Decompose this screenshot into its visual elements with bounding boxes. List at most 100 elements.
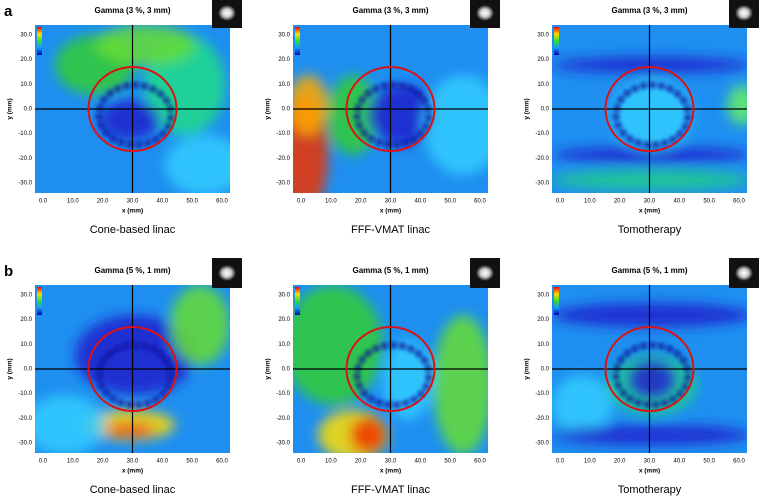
x-tick-label: 50.0 [444, 199, 456, 205]
x-tick-label: 10.0 [325, 459, 337, 465]
target-circle [87, 66, 178, 152]
panel-caption: Cone-based linac [90, 484, 176, 496]
y-tick-label: 10.0 [278, 82, 290, 88]
y-tick-label: 20.0 [20, 57, 32, 63]
heatmap [293, 285, 488, 453]
heatmap-detail [96, 342, 174, 408]
y-tick-label: -30.0 [276, 441, 290, 447]
blob [293, 75, 328, 135]
heatmap-detail [613, 82, 691, 148]
y-tick-label: 10.0 [537, 82, 549, 88]
panel-caption: Tomotherapy [618, 484, 682, 496]
panel-title: Gamma (5 %, 1 mm) [352, 266, 428, 275]
blob [293, 285, 383, 405]
x-tick-label: 30.0 [385, 199, 397, 205]
heatmap-blobs [552, 57, 747, 190]
heatmap-detail [96, 82, 174, 148]
heatmap-detail [613, 342, 691, 408]
blob [552, 425, 747, 445]
x-tick-label: 20.0 [355, 459, 367, 465]
panel-caption: FFF-VMAT linac [351, 484, 431, 496]
x-tick-label: 0.0 [556, 199, 565, 205]
y-tick-label: -30.0 [535, 441, 549, 447]
y-tick-label: -10.0 [535, 131, 549, 137]
y-tick-label: -30.0 [18, 441, 32, 447]
x-tick-label: 0.0 [39, 459, 48, 465]
gamma-map-panel: Gamma (5 %, 1 mm) 0.0 10.0 20.0 30.0 40.0 50.0… [524, 258, 759, 496]
x-tick-label: 20.0 [97, 459, 109, 465]
x-tick-label: 10.0 [584, 199, 596, 205]
y-tick-label: 30.0 [537, 293, 549, 299]
panel-caption: Tomotherapy [618, 224, 682, 236]
gamma-map-panel: Gamma (3 %, 3 mm) 0.0 10.0 20.0 30.0 40.0 50.0… [7, 0, 242, 236]
y-tick-label: 0.0 [24, 367, 33, 373]
x-tick-label: 30.0 [127, 199, 139, 205]
y-tick-label: 30.0 [20, 293, 32, 299]
y-axis-label: y (mm) [524, 98, 531, 119]
y-tick-label: 10.0 [278, 342, 290, 348]
y-tick-label: -20.0 [276, 416, 290, 422]
blob [433, 315, 488, 453]
heatmap-detail [354, 342, 432, 408]
x-tick-label: 10.0 [67, 459, 79, 465]
x-tick-label: 10.0 [67, 199, 79, 205]
gamma-map-panel: Gamma (5 %, 1 mm) 0.0 10.0 20.0 30.0 40.0 50.0… [265, 258, 500, 496]
y-tick-label: 20.0 [278, 57, 290, 63]
y-tick-label: 0.0 [24, 107, 33, 113]
x-tick-label: 20.0 [614, 199, 626, 205]
y-tick-label: -30.0 [18, 181, 32, 187]
x-tick-label: 20.0 [355, 199, 367, 205]
blob [627, 360, 677, 400]
x-axis-label: x (mm) [122, 468, 143, 475]
y-axis-label: y (mm) [7, 98, 14, 119]
y-tick-label: 0.0 [541, 107, 550, 113]
heatmap-detail [354, 82, 432, 148]
y-tick-label: -10.0 [535, 391, 549, 397]
gamma-map-panel: Gamma (3 %, 3 mm) 0.0 10.0 20.0 30.0 40.0 50.0… [524, 0, 759, 236]
blob [95, 25, 195, 65]
detail-ring [96, 342, 174, 408]
y-tick-label: 30.0 [278, 293, 290, 299]
x-tick-label: 40.0 [673, 199, 685, 205]
heatmap [35, 25, 230, 193]
x-tick-label: 20.0 [97, 199, 109, 205]
y-tick-label: -20.0 [276, 156, 290, 162]
x-tick-label: 60.0 [216, 199, 228, 205]
x-tick-label: 30.0 [127, 459, 139, 465]
colorbar [295, 27, 300, 55]
thumbnail-spot [218, 265, 236, 281]
blob [105, 422, 155, 438]
y-tick-label: -30.0 [276, 181, 290, 187]
thumbnail-spot [218, 5, 236, 21]
panel-title: Gamma (3 %, 3 mm) [352, 6, 428, 15]
x-tick-label: 50.0 [703, 459, 715, 465]
x-axis-label: x (mm) [380, 468, 401, 475]
x-tick-label: 40.0 [156, 199, 168, 205]
x-tick-label: 50.0 [703, 199, 715, 205]
y-tick-label: -10.0 [18, 391, 32, 397]
heatmap-blobs [55, 25, 230, 193]
colorbar [554, 27, 559, 55]
thumbnail-spot [476, 265, 494, 281]
y-axis-label: y (mm) [265, 358, 272, 379]
detail-ring [96, 82, 174, 148]
target-circle [87, 326, 178, 412]
y-tick-label: 10.0 [20, 82, 32, 88]
detail-ring [613, 342, 691, 408]
y-tick-label: 20.0 [278, 317, 290, 323]
y-tick-label: 20.0 [537, 317, 549, 323]
thumbnail-spot [476, 5, 494, 21]
target-circle [345, 66, 436, 152]
panel-title: Gamma (3 %, 3 mm) [94, 6, 170, 15]
y-tick-label: 30.0 [20, 33, 32, 39]
blob [552, 57, 747, 73]
x-tick-label: 50.0 [186, 459, 198, 465]
blob [368, 85, 438, 145]
y-tick-label: 0.0 [282, 107, 291, 113]
thumbnail-spot [735, 265, 753, 281]
x-tick-label: 0.0 [556, 459, 565, 465]
x-tick-label: 40.0 [156, 459, 168, 465]
y-tick-label: 30.0 [537, 33, 549, 39]
thumbnail-spot [735, 5, 753, 21]
